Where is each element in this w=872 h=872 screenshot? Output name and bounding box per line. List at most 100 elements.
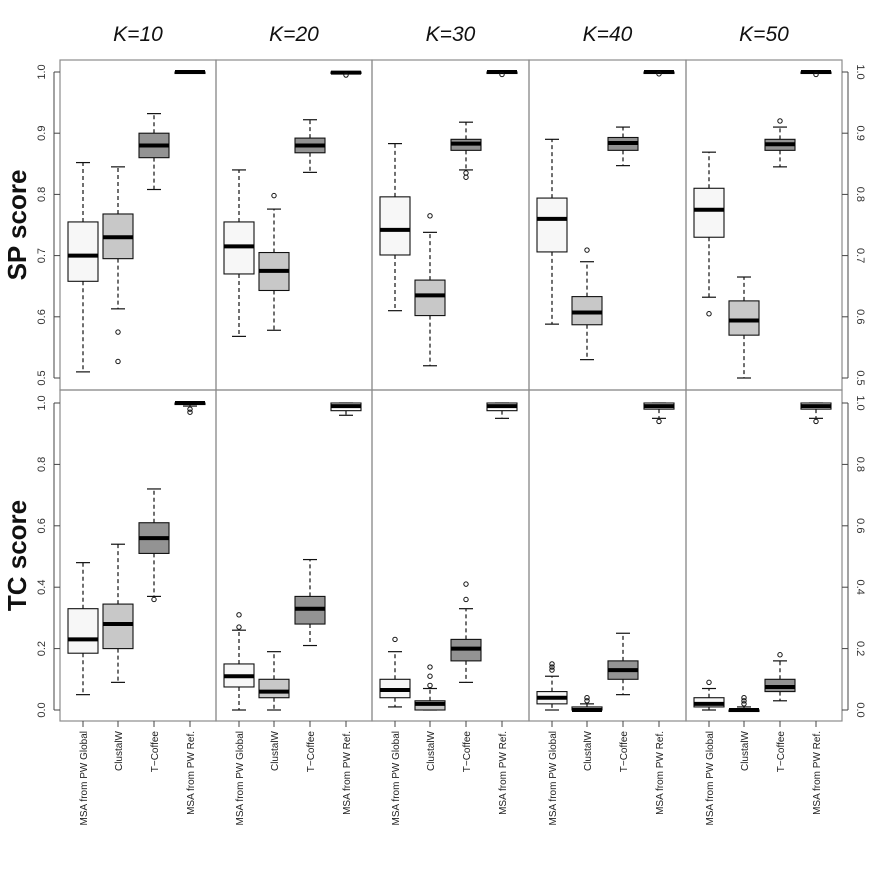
y-tick-label-left: 0.8 [36, 457, 48, 472]
outlier-point [549, 664, 555, 670]
panel-frame [59, 389, 217, 722]
x-category-label: ClustalW [114, 730, 125, 771]
box-msa-from-pw-global [223, 169, 255, 337]
x-category-label: MSA from PW Global [705, 731, 716, 825]
y-tick-label-right: 0.5 [854, 370, 866, 385]
box-clustalw [258, 651, 290, 711]
box-t-coffee [607, 126, 639, 167]
box-msa-from-pw-global [693, 151, 725, 317]
y-tick-label-right: 0.2 [854, 641, 866, 656]
outlier-point [236, 624, 242, 630]
box-msa-from-pw-global [379, 143, 411, 312]
row-title-1: SP score [2, 170, 32, 281]
y-tick-label-right: 0.6 [854, 309, 866, 324]
outlier-point [777, 118, 783, 124]
outlier-point [236, 612, 242, 618]
box-msa-from-pw-ref- [800, 402, 832, 425]
x-category-label: ClustalW [740, 730, 751, 771]
box-msa-from-pw-global [67, 562, 99, 696]
x-category-label: T−Coffee [150, 731, 161, 773]
row-title-2: TC score [2, 500, 32, 611]
outlier-point [813, 418, 819, 425]
box-clustalw [571, 247, 603, 361]
x-category-label: MSA from PW Global [79, 731, 90, 825]
outlier-point [499, 71, 505, 78]
outlier-point [115, 329, 121, 335]
y-tick-label-left: 0.6 [36, 518, 48, 533]
outlier-point [187, 406, 193, 412]
box-clustalw [728, 276, 760, 379]
y-tick-label-left: 0.7 [36, 248, 48, 263]
box-msa-from-pw-global [693, 679, 725, 711]
x-category-label: T−Coffee [776, 731, 787, 773]
outlier-point [741, 701, 747, 707]
box-t-coffee [450, 581, 482, 683]
box-iqr [379, 196, 411, 256]
y-tick-label-right: 0.4 [854, 580, 866, 595]
box-msa-from-pw-ref- [330, 70, 362, 78]
box-iqr [414, 279, 446, 317]
y-tick-label-right: 1.0 [854, 395, 866, 410]
box-iqr [102, 603, 134, 650]
y-tick-label-right: 0.6 [854, 518, 866, 533]
x-category-label: ClustalW [583, 730, 594, 771]
y-tick-label-left: 0.8 [36, 187, 48, 202]
outlier-point [706, 679, 712, 686]
outlier-point [343, 72, 349, 78]
outlier-point [656, 418, 662, 425]
box-msa-from-pw-global [67, 161, 99, 373]
box-clustalw [414, 213, 446, 367]
box-t-coffee [138, 113, 170, 191]
x-category-label: MSA from PW Global [235, 731, 246, 825]
k-title-4: K=40 [583, 23, 633, 46]
y-tick-label-right: 0.7 [854, 248, 866, 263]
y-tick-label-left: 0.4 [36, 580, 48, 595]
box-iqr [536, 197, 568, 253]
box-msa-from-pw-global [223, 612, 255, 711]
x-category-label: MSA from PW Ref. [655, 731, 666, 815]
box-iqr [67, 221, 99, 282]
x-category-label: T−Coffee [306, 731, 317, 773]
box-msa-from-pw-ref- [486, 70, 518, 78]
box-msa-from-pw-ref- [643, 70, 675, 77]
x-category-label: MSA from PW Ref. [812, 731, 823, 815]
box-clustalw [571, 695, 603, 712]
outlier-point [463, 581, 469, 587]
box-iqr [693, 187, 725, 238]
k-title-1: K=10 [113, 23, 163, 46]
k-title-5: K=50 [739, 23, 789, 46]
outlier-point [151, 596, 157, 603]
x-category-label: ClustalW [426, 730, 437, 771]
outlier-point [584, 698, 590, 704]
box-t-coffee [138, 488, 170, 603]
box-msa-from-pw-ref- [643, 402, 675, 425]
box-clustalw [102, 166, 134, 365]
box-iqr [258, 678, 290, 699]
outlier-point [656, 71, 662, 77]
y-tick-label-left: 0.6 [36, 309, 48, 324]
box-msa-from-pw-global [379, 636, 411, 708]
outlier-point [777, 652, 783, 658]
x-category-label: ClustalW [270, 730, 281, 771]
box-msa-from-pw-global [536, 661, 568, 711]
outlier-point [813, 71, 819, 78]
k-title-3: K=30 [426, 23, 476, 46]
box-msa-from-pw-ref- [330, 402, 362, 416]
box-clustalw [258, 192, 290, 331]
y-tick-label-left: 1.0 [36, 64, 48, 79]
box-msa-from-pw-global [536, 138, 568, 325]
y-tick-label-left: 0.5 [36, 370, 48, 385]
outlier-point [187, 409, 193, 415]
box-msa-from-pw-ref- [486, 402, 518, 419]
y-tick-label-left: 0.0 [36, 702, 48, 717]
box-t-coffee [764, 118, 796, 168]
x-category-label: MSA from PW Global [548, 731, 559, 825]
x-category-label: MSA from PW Ref. [498, 731, 509, 815]
outlier-point [271, 192, 277, 199]
outlier-point [427, 673, 433, 679]
box-msa-from-pw-ref- [174, 70, 206, 75]
y-tick-label-right: 0.8 [854, 457, 866, 472]
outlier-point [392, 636, 398, 643]
outlier-point [741, 695, 747, 701]
